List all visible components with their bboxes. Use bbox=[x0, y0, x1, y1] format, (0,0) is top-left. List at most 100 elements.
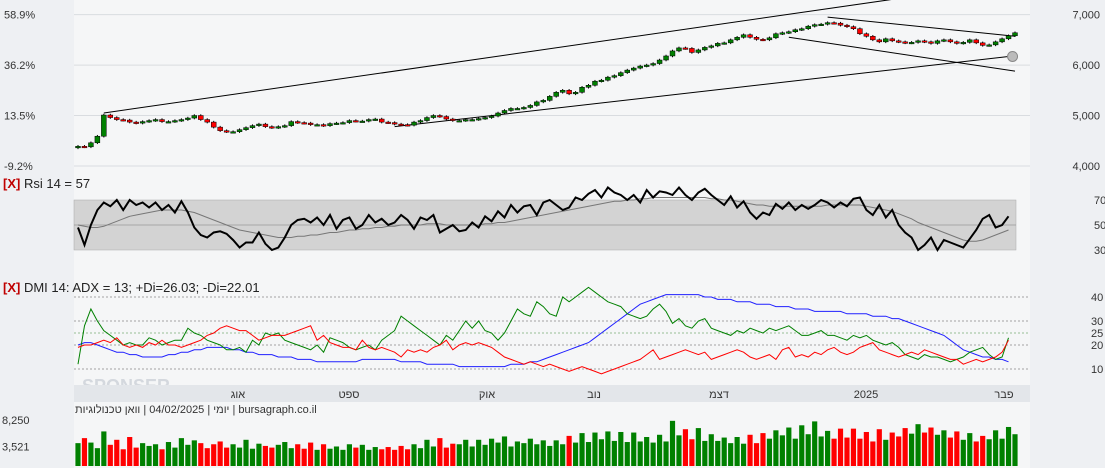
candle bbox=[721, 42, 727, 45]
candle bbox=[850, 26, 857, 29]
x-axis-band bbox=[74, 385, 1030, 402]
volume-bar bbox=[663, 441, 669, 466]
volume-bar bbox=[94, 448, 100, 466]
candle bbox=[398, 123, 404, 126]
candle bbox=[863, 33, 870, 37]
volume-bar bbox=[708, 434, 714, 466]
candle bbox=[314, 124, 320, 127]
candle bbox=[482, 117, 488, 120]
candle bbox=[1005, 35, 1012, 40]
volume-bar bbox=[262, 445, 268, 466]
volume-bar bbox=[353, 447, 359, 466]
candle bbox=[960, 42, 967, 45]
volume-bar bbox=[702, 440, 708, 466]
volume-bar bbox=[534, 444, 540, 466]
candle bbox=[534, 101, 540, 106]
volume-bar bbox=[928, 427, 934, 466]
candle bbox=[915, 40, 921, 43]
dmi-line-di bbox=[77, 325, 1009, 375]
candle bbox=[114, 117, 120, 120]
candle bbox=[327, 123, 333, 126]
candle bbox=[469, 119, 475, 122]
volume-bar bbox=[411, 444, 417, 466]
volume-bar bbox=[967, 433, 973, 466]
volume-tick-label: 3,521 bbox=[2, 441, 30, 453]
volume-bar bbox=[760, 433, 766, 466]
candle bbox=[876, 39, 883, 43]
volume-bar bbox=[152, 444, 159, 466]
volume-bar bbox=[870, 441, 876, 466]
rsi-close-button[interactable]: [X] bbox=[3, 176, 20, 191]
volume-bar bbox=[314, 449, 320, 466]
candle bbox=[566, 90, 572, 95]
volume-bar bbox=[676, 435, 682, 466]
volume-bar bbox=[81, 438, 88, 466]
candle bbox=[230, 131, 236, 134]
volume-bar bbox=[850, 428, 857, 466]
candle bbox=[165, 121, 172, 124]
candle bbox=[811, 24, 818, 27]
volume-bar bbox=[379, 449, 385, 466]
volume-bar bbox=[230, 444, 236, 466]
candle bbox=[463, 119, 469, 122]
x-tick-label: פבר bbox=[994, 389, 1013, 401]
volume-bar bbox=[269, 447, 275, 466]
volume-bar bbox=[443, 447, 449, 466]
volume-bar bbox=[560, 444, 566, 466]
candle bbox=[643, 64, 650, 67]
volume-bar bbox=[320, 444, 327, 466]
volume-bar bbox=[333, 446, 340, 466]
candle bbox=[391, 122, 398, 125]
volume-bar bbox=[1005, 426, 1012, 466]
volume-bar bbox=[980, 435, 986, 466]
dmi-close-button[interactable]: [X] bbox=[3, 280, 20, 295]
candle bbox=[837, 22, 844, 26]
candle bbox=[747, 34, 753, 38]
volume-bar bbox=[695, 428, 701, 466]
candle bbox=[81, 146, 88, 149]
candle bbox=[637, 65, 643, 69]
candle bbox=[198, 115, 204, 120]
candle bbox=[941, 39, 947, 42]
candle bbox=[934, 40, 941, 44]
volume-bar bbox=[909, 433, 915, 466]
volume-bar bbox=[825, 430, 831, 466]
dmi-tick-label: 25 bbox=[1091, 328, 1103, 340]
candle bbox=[592, 80, 598, 86]
candle bbox=[870, 36, 876, 41]
volume-bar bbox=[114, 439, 120, 466]
candle bbox=[663, 55, 669, 61]
candle bbox=[799, 28, 805, 31]
candle bbox=[786, 31, 792, 34]
candle bbox=[883, 38, 889, 43]
volume-bar bbox=[275, 444, 281, 466]
volume-bar bbox=[792, 438, 798, 466]
volume-bar bbox=[159, 449, 165, 466]
volume-bar bbox=[805, 434, 811, 466]
candle bbox=[540, 100, 546, 103]
volume-bar bbox=[786, 427, 792, 466]
candle bbox=[107, 114, 114, 118]
volume-bar bbox=[566, 435, 572, 466]
rsi-title: [X] Rsi 14 = 57 bbox=[3, 176, 90, 191]
candle bbox=[598, 79, 605, 82]
candle bbox=[437, 115, 443, 118]
volume-bar bbox=[295, 444, 301, 466]
candle bbox=[889, 38, 895, 42]
candle bbox=[320, 124, 327, 127]
volume-bar bbox=[527, 438, 533, 466]
dmi-tick-label: 40 bbox=[1091, 292, 1103, 304]
candle bbox=[631, 67, 637, 71]
candle bbox=[126, 119, 133, 123]
volume-bar bbox=[715, 440, 721, 466]
candle bbox=[508, 108, 514, 111]
x-tick-label: אוג bbox=[231, 389, 246, 401]
volume-bar bbox=[327, 448, 333, 466]
volume-bar bbox=[140, 443, 146, 466]
volume-bar bbox=[127, 437, 133, 466]
volume-bar bbox=[224, 447, 230, 466]
volume-bar bbox=[359, 444, 365, 466]
candle bbox=[895, 40, 902, 43]
candle bbox=[973, 39, 979, 44]
